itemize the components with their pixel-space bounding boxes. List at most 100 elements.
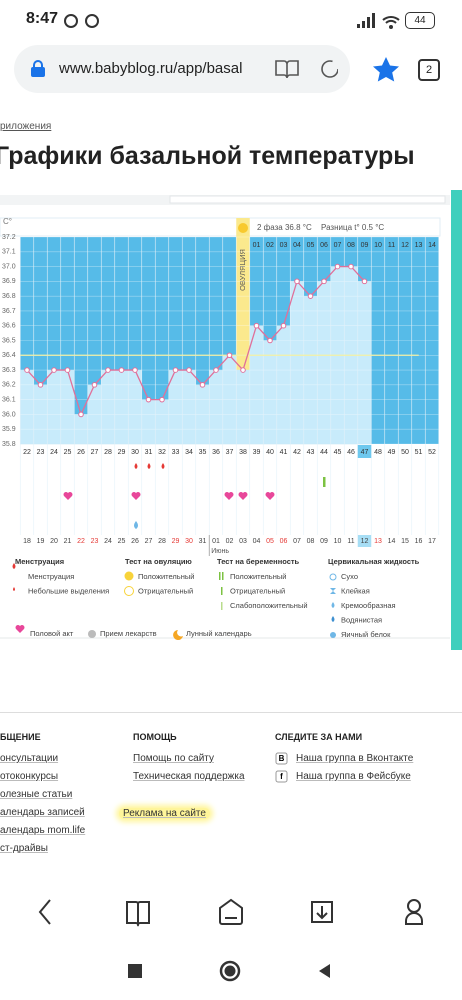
home[interactable] xyxy=(219,898,243,925)
signal-icons xyxy=(357,13,400,29)
date-label: 01 xyxy=(212,538,220,545)
date-label: 29 xyxy=(172,538,180,545)
footer-link[interactable]: Техническая поддержка xyxy=(133,771,245,782)
footer-link[interactable]: алендарь mom.life xyxy=(0,825,86,836)
url-bar[interactable] xyxy=(14,45,350,93)
temperature-point xyxy=(361,278,368,285)
x-tick-label: 40 xyxy=(266,449,274,456)
y-tick-label: 35.8 xyxy=(2,441,16,448)
x-tick-label: 22 xyxy=(23,449,31,456)
date-label: 03 xyxy=(239,538,247,545)
x-tick-label: 38 xyxy=(239,449,247,456)
date-label: 20 xyxy=(50,538,58,545)
header-row xyxy=(0,217,441,237)
date-label: 27 xyxy=(145,538,153,545)
nav-home[interactable] xyxy=(219,960,241,982)
date-label: 06 xyxy=(280,538,288,545)
footer-heading: БЩЕНИЕ xyxy=(0,732,41,742)
legend-title: Тест на овуляцию xyxy=(125,557,192,566)
x-tick-label: 31 xyxy=(145,449,153,456)
nav-recent[interactable] xyxy=(128,964,142,978)
ovulation-label: ОВУЛЯЦИЯ xyxy=(238,249,247,291)
footer-link[interactable]: алендарь записей xyxy=(0,807,85,818)
legend-item: Водянистая xyxy=(341,615,382,624)
x-tick-label: 23 xyxy=(37,449,45,456)
status-icons xyxy=(64,14,99,28)
date-label: 02 xyxy=(226,538,234,545)
x-tick-label: 30 xyxy=(131,449,139,456)
temperature-point xyxy=(64,367,71,373)
legend-item: Небольшие выделения xyxy=(28,586,109,595)
y-tick-label: 36.3 xyxy=(2,367,16,374)
legend-item: Сухо xyxy=(341,572,358,581)
legend-extra: Половой акт xyxy=(30,629,74,638)
temperature-point xyxy=(51,367,57,373)
date-label: 09 xyxy=(320,538,328,545)
footer-link[interactable]: онсультации xyxy=(0,753,59,764)
temperature-point xyxy=(132,367,138,373)
tabs[interactable]: 2 xyxy=(418,59,440,81)
url-icons[interactable] xyxy=(274,58,338,80)
date-label: 26 xyxy=(131,538,139,545)
date-label: 10 xyxy=(334,538,342,545)
star[interactable] xyxy=(372,56,400,82)
footer-link[interactable]: Наша группа в Вконтакте xyxy=(296,753,414,764)
date-label: 18 xyxy=(23,538,31,545)
date-label: 21 xyxy=(64,538,72,545)
date-label: 28 xyxy=(158,538,166,545)
footer-heading: СЛЕДИТЕ ЗА НАМИ xyxy=(275,732,363,742)
y-tick-label: 36.4 xyxy=(2,352,16,359)
footer-link[interactable]: Реклама на сайте xyxy=(119,808,210,819)
phase-day: 02 xyxy=(266,242,274,249)
x-tick-label: 41 xyxy=(280,449,288,456)
phase-day: 08 xyxy=(347,242,355,249)
phase-day: 09 xyxy=(361,242,369,249)
footer-link[interactable]: отоконкурсы xyxy=(0,771,59,782)
phase-day: 06 xyxy=(320,242,328,249)
temperature-point xyxy=(226,352,233,359)
x-tick-label: 24 xyxy=(50,449,58,456)
footer-link[interactable]: ст-драйвы xyxy=(0,843,48,854)
y-tick-label: 37.2 xyxy=(2,234,16,241)
x-tick-label: 36 xyxy=(212,449,220,456)
temperature-point xyxy=(172,367,179,373)
x-tick-label: 29 xyxy=(118,449,126,456)
chart: С° 2 фаза 36.8 °С Разница t° 0.5 °С ОВУЛ… xyxy=(0,190,462,650)
x-tick-label: 35 xyxy=(199,449,207,456)
legend-title: Менструация xyxy=(15,557,64,566)
temperature-point xyxy=(145,396,152,403)
profile[interactable] xyxy=(405,898,423,925)
url: www.babyblog.ru/app/basal xyxy=(59,60,243,77)
y-tick-label: 36.0 xyxy=(2,411,16,418)
temperature-line xyxy=(26,265,365,417)
event-icons xyxy=(12,463,337,640)
highlight-day xyxy=(357,445,372,458)
svg-text:В: В xyxy=(279,754,285,763)
legend-item: Клейкая xyxy=(341,586,370,595)
phase-day: 01 xyxy=(253,242,261,249)
footer-link[interactable]: Помощь по сайту xyxy=(133,753,214,764)
temperature-point xyxy=(253,322,260,329)
y-tick-label: 36.1 xyxy=(2,396,16,403)
reader[interactable] xyxy=(126,901,150,927)
downloads[interactable] xyxy=(311,901,333,923)
x-tick-label: 26 xyxy=(77,449,85,456)
y-label: С° xyxy=(3,217,12,226)
back[interactable] xyxy=(38,899,51,925)
footer-link[interactable]: Наша группа в Фейсбуке xyxy=(296,771,411,782)
date-label: 22 xyxy=(77,538,85,545)
x-tick-label: 42 xyxy=(293,449,301,456)
month-label: Июнь xyxy=(211,548,229,555)
footer-link[interactable]: олезные статьи xyxy=(0,789,73,800)
breadcrumb[interactable]: риложения xyxy=(0,121,52,132)
legend-title: Цервикальная жидкость xyxy=(328,557,420,566)
date-label: 04 xyxy=(253,538,261,545)
temperature-point xyxy=(78,411,84,418)
date-label: 11 xyxy=(347,538,354,545)
x-tick-label: 34 xyxy=(185,449,193,456)
temperature-point xyxy=(24,367,30,373)
phase-day: 07 xyxy=(334,242,342,249)
x-tick-label: 44 xyxy=(320,449,328,456)
nav-back[interactable] xyxy=(319,964,330,978)
temperature-point xyxy=(240,367,246,373)
